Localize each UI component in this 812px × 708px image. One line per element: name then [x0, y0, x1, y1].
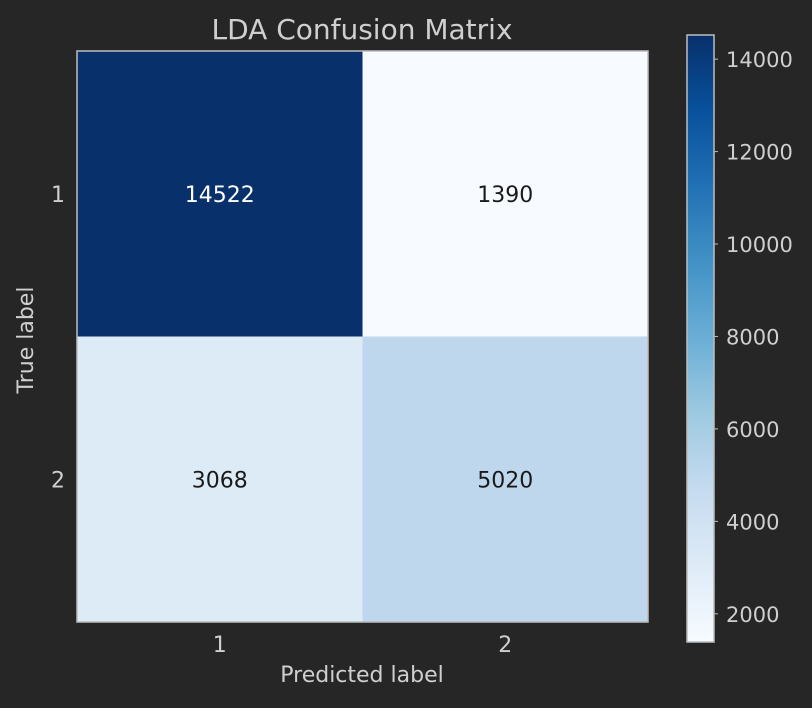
x-tick-label: 1 — [213, 633, 227, 658]
matrix-cells — [77, 51, 648, 622]
colorbar-tick-label: 6000 — [726, 418, 779, 442]
matrix-cell — [362, 51, 648, 337]
matrix-cell-label: 3068 — [192, 468, 248, 493]
colorbar — [686, 34, 715, 643]
matrix-frame — [76, 50, 649, 623]
matrix-cell-label: 1390 — [477, 183, 533, 208]
colorbar-tick-label: 12000 — [726, 141, 793, 165]
matrix-cell — [362, 336, 648, 622]
colorbar-tick-label: 2000 — [726, 603, 779, 627]
matrix-cell-label: 5020 — [477, 468, 533, 493]
colorbar-tick-label: 8000 — [726, 325, 779, 349]
colorbar-tick-label: 4000 — [726, 510, 779, 534]
colorbar-tick-labels: 2000 4000 6000 8000 10000 12000 14000 — [714, 48, 793, 627]
matrix-cell — [77, 51, 363, 337]
colorbar-tick-label: 10000 — [726, 233, 793, 257]
matrix-cell — [77, 336, 363, 622]
matrix-cell-labels: 14522 1390 3068 5020 — [185, 183, 534, 494]
matrix-cell-label: 14522 — [185, 183, 255, 208]
chart-title: LDA Confusion Matrix — [211, 13, 512, 46]
y-tick-labels: 12 — [51, 183, 65, 494]
y-axis-label: True label — [14, 287, 39, 395]
y-tick-label: 2 — [51, 468, 65, 493]
x-tick-label: 2 — [498, 633, 512, 658]
x-axis-label: Predicted label — [280, 663, 443, 688]
y-tick-label: 1 — [51, 183, 65, 208]
colorbar-tick-label: 14000 — [726, 48, 793, 72]
